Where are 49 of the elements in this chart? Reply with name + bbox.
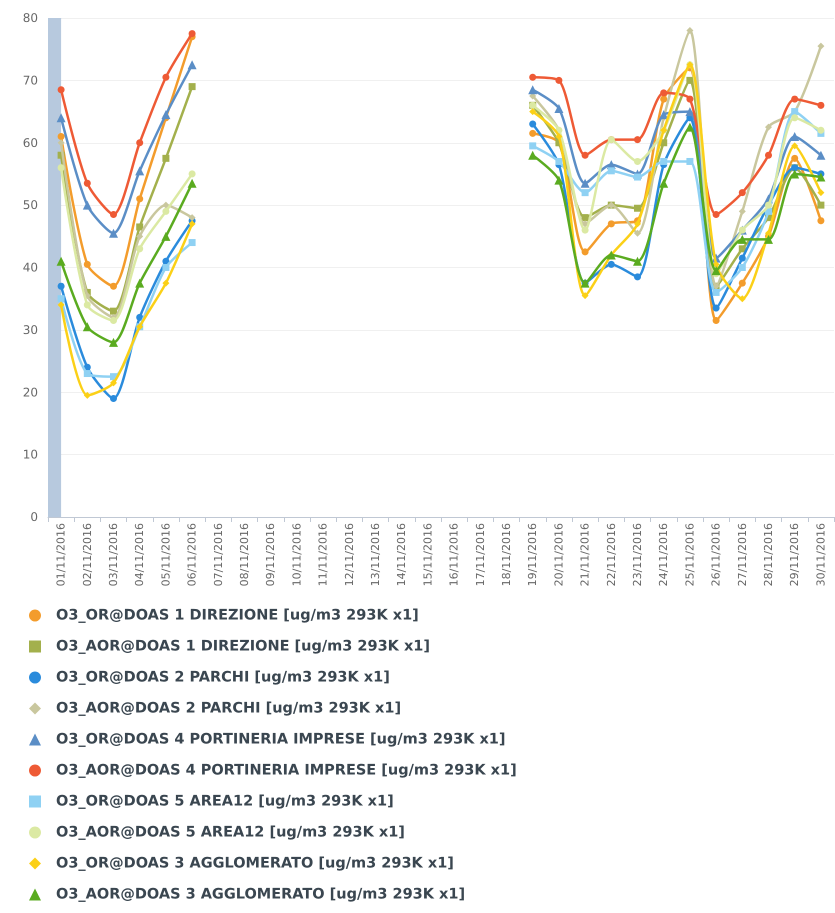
y-tick-label: 50 xyxy=(22,198,38,212)
legend-label: O3_AOR@DOAS 3 AGGLOMERATO [ug/m3 293K x1] xyxy=(56,886,466,902)
x-tick-label: 15/11/2016 xyxy=(421,523,434,586)
legend-label: O3_OR@DOAS 4 PORTINERIA IMPRESE [ug/m3 293K x1] xyxy=(56,732,506,748)
x-tick-label: 21/11/2016 xyxy=(578,523,592,586)
x-tick-label: 19/11/2016 xyxy=(526,523,540,586)
x-tick-label: 06/11/2016 xyxy=(186,523,199,586)
x-tick-label: 01/11/2016 xyxy=(54,523,68,586)
legend-label: O3_AOR@DOAS 4 PORTINERIA IMPRESE [ug/m3 293K x1] xyxy=(56,762,517,778)
legend-label: O3_AOR@DOAS 5 AREA12 [ug/m3 293K x1] xyxy=(56,824,405,840)
legend-label: O3_OR@DOAS 2 PARCHI [ug/m3 293K x1] xyxy=(56,670,390,686)
x-tick-label: 24/11/2016 xyxy=(657,523,670,586)
x-tick-label: 02/11/2016 xyxy=(80,523,94,586)
x-tick-label: 27/11/2016 xyxy=(736,523,749,586)
x-tick-label: 12/11/2016 xyxy=(342,523,356,586)
y-tick-label: 40 xyxy=(22,260,38,274)
x-tick-label: 05/11/2016 xyxy=(159,523,172,586)
y-tick-label: 20 xyxy=(22,385,38,400)
x-tick-label: 07/11/2016 xyxy=(212,523,225,586)
y-tick-label: 30 xyxy=(22,322,38,337)
x-tick-label: 09/11/2016 xyxy=(264,523,278,586)
x-tick-label: 10/11/2016 xyxy=(290,523,304,586)
legend-label: O3_AOR@DOAS 2 PARCHI [ug/m3 293K x1] xyxy=(56,700,402,716)
x-tick-label: 20/11/2016 xyxy=(552,523,566,586)
y-tick-label: 70 xyxy=(22,73,38,88)
x-tick-label: 23/11/2016 xyxy=(631,523,644,586)
y-tick-label: 10 xyxy=(22,448,38,462)
y-tick-label: 0 xyxy=(30,510,38,524)
x-tick-label: 04/11/2016 xyxy=(133,523,146,586)
x-tick-label: 14/11/2016 xyxy=(395,523,408,586)
x-tick-label: 11/11/2016 xyxy=(316,523,330,586)
legend-label: O3_OR@DOAS 5 AREA12 [ug/m3 293K x1] xyxy=(56,794,394,810)
x-tick-label: 26/11/2016 xyxy=(710,523,723,586)
x-tick-label: 25/11/2016 xyxy=(683,523,696,586)
x-tick-label: 17/11/2016 xyxy=(474,523,487,586)
legend-label: O3_OR@DOAS 1 DIREZIONE [ug/m3 293K x1] xyxy=(56,608,419,624)
y-tick-label: 60 xyxy=(22,136,38,150)
x-tick-label: 16/11/2016 xyxy=(448,523,461,586)
x-tick-label: 29/11/2016 xyxy=(788,523,802,586)
legend-label: O3_OR@DOAS 3 AGGLOMERATO [ug/m3 293K x1] xyxy=(56,856,454,872)
x-tick-label: 28/11/2016 xyxy=(762,523,775,586)
x-tick-label: 22/11/2016 xyxy=(604,523,618,586)
x-tick-label: 08/11/2016 xyxy=(238,523,251,586)
y-tick-label: 80 xyxy=(22,11,38,25)
x-tick-label: 18/11/2016 xyxy=(500,523,513,586)
x-tick-label: 03/11/2016 xyxy=(107,523,120,586)
x-tick-label: 13/11/2016 xyxy=(369,523,382,586)
x-tick-label: 30/11/2016 xyxy=(814,523,828,586)
legend-label: O3_AOR@DOAS 1 DIREZIONE [ug/m3 293K x1] xyxy=(56,638,430,654)
